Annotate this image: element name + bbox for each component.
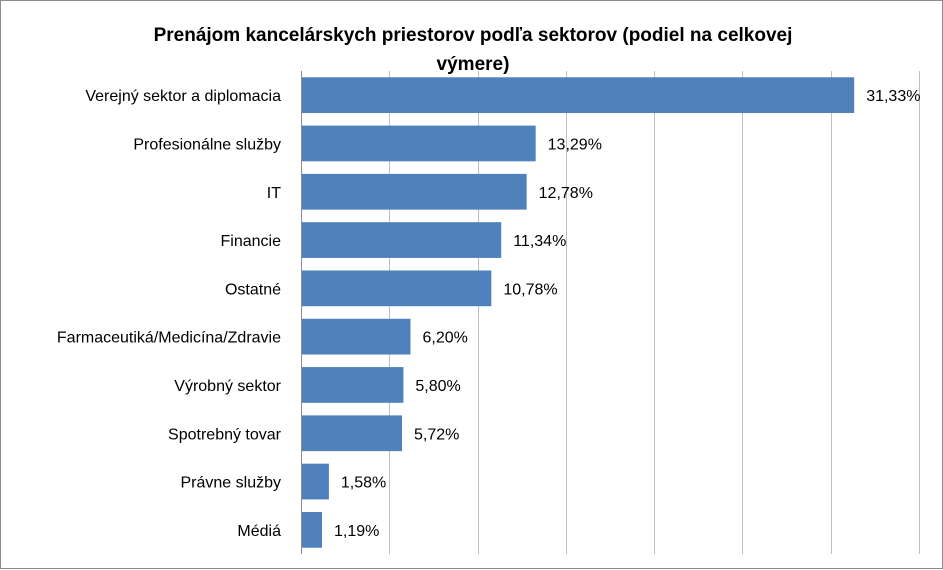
chart-title-line-2: výmere)	[437, 54, 510, 75]
bar-1	[302, 125, 536, 162]
category-label-6: Výrobný sektor	[174, 378, 281, 395]
bar-2	[302, 173, 527, 210]
chart-title-line-1: Prenájom kancelárskych priestorov podľa …	[154, 25, 793, 46]
category-label-5: Farmaceutiká/Medicína/Zdravie	[57, 330, 281, 347]
category-label-2: IT	[267, 185, 281, 202]
data-label-0: 31,33%	[866, 88, 920, 105]
category-label-9: Médiá	[237, 523, 281, 540]
bar-6	[302, 367, 404, 403]
bar-4	[302, 270, 492, 307]
category-labels: Verejný sektor a diplomacia Profesionálne…	[57, 88, 282, 540]
category-label-8: Právne služby	[181, 475, 282, 492]
bar-3	[302, 222, 502, 258]
category-label-7: Spotrebný tovar	[168, 426, 282, 443]
data-label-8: 1,58%	[341, 475, 386, 492]
bars	[302, 77, 855, 548]
bar-7	[302, 415, 402, 452]
data-label-6: 5,80%	[415, 378, 460, 395]
category-label-3: Financie	[221, 233, 282, 250]
chart-title: Prenájom kancelárskych priestorov podľa …	[154, 25, 793, 75]
bar-8	[302, 463, 329, 500]
bar-9	[302, 511, 323, 548]
category-label-1: Profesionálne služby	[133, 136, 281, 153]
data-label-9: 1,19%	[334, 523, 379, 540]
data-label-3: 11,34%	[513, 233, 566, 250]
category-label-4: Ostatné	[225, 281, 281, 298]
bar-5	[302, 318, 411, 355]
data-label-7: 5,72%	[414, 426, 459, 443]
data-label-5: 6,20%	[422, 330, 467, 347]
data-label-4: 10,78%	[503, 281, 557, 298]
data-label-1: 13,29%	[548, 136, 602, 153]
bar-0	[302, 77, 855, 114]
data-label-2: 12,78%	[539, 185, 593, 202]
category-label-0: Verejný sektor a diplomacia	[85, 88, 281, 105]
data-labels: 31,33% 13,29% 12,78% 11,34% 10,78% 6,20% 5,80%…	[334, 88, 920, 540]
